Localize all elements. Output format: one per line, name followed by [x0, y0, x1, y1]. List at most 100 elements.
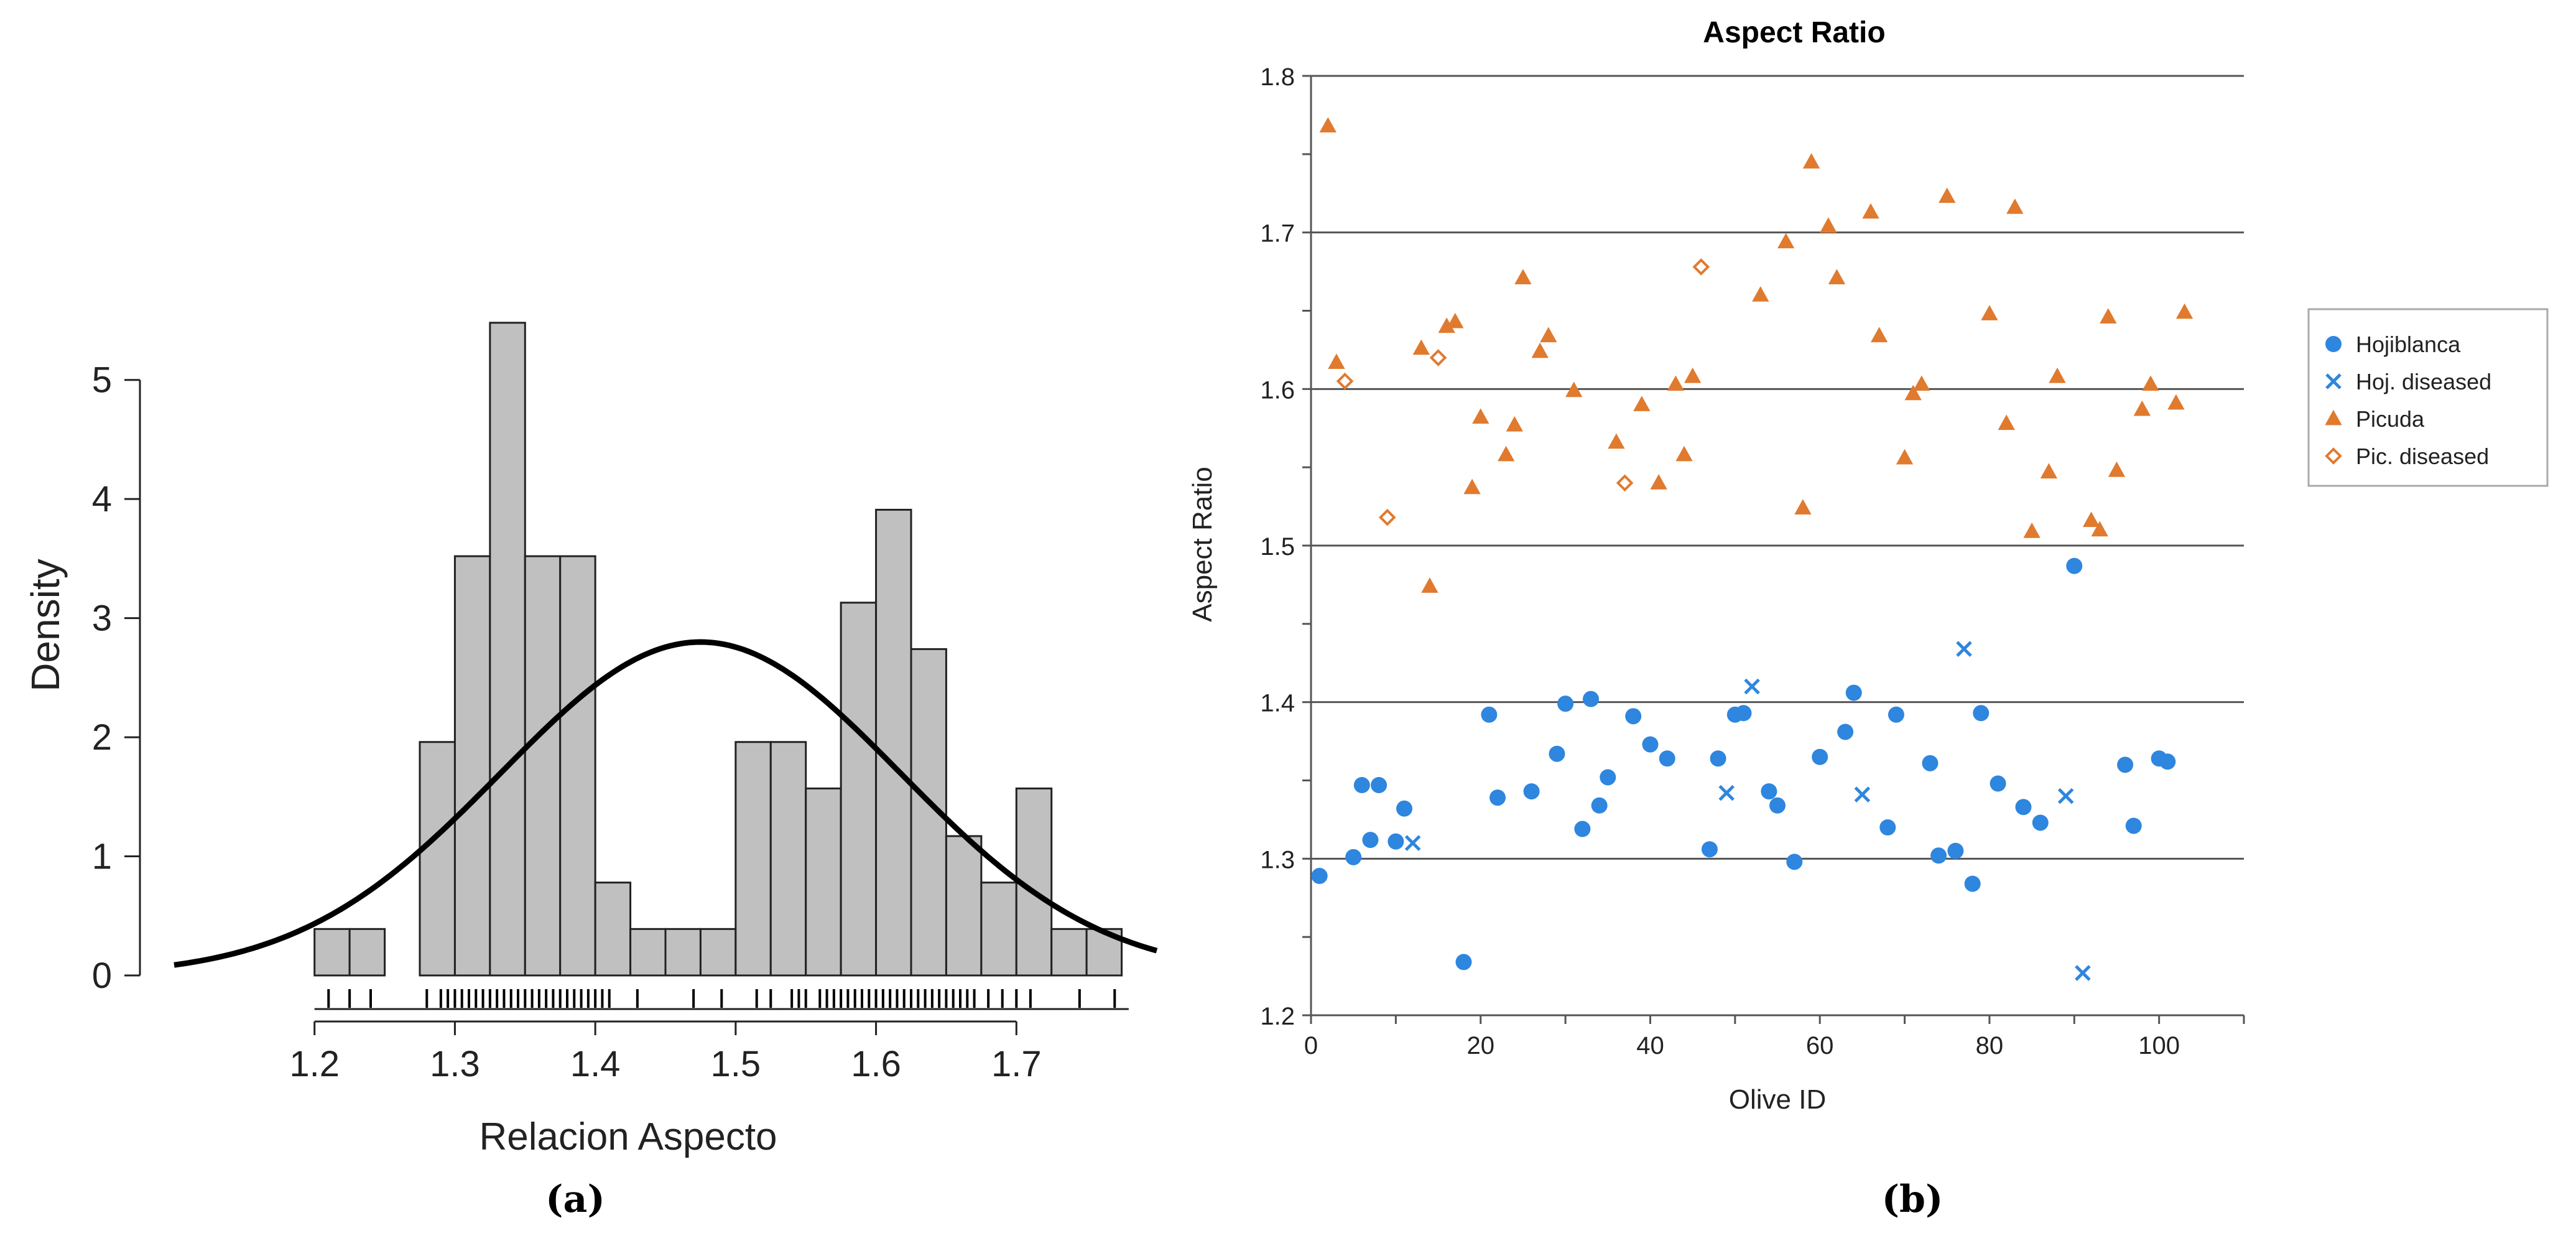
chart-title: Aspect Ratio — [1703, 16, 1885, 49]
histogram-bar — [875, 508, 912, 977]
data-point — [1744, 678, 1760, 695]
data-point — [1608, 433, 1625, 449]
data-point — [1642, 736, 1659, 753]
histogram-bar — [419, 741, 456, 977]
data-point — [1913, 375, 1930, 391]
data-point — [2142, 375, 2159, 391]
rug-marks — [327, 989, 1116, 1008]
y-tick-label: 1.2 — [1260, 1003, 1295, 1030]
data-point — [1328, 353, 1345, 369]
data-point — [1930, 847, 1947, 864]
series-hoj-diseased — [1404, 641, 2091, 981]
data-point — [1438, 317, 1455, 333]
data-point — [2075, 965, 2091, 981]
y-axis-ticks: 0 1 2 3 4 5 — [92, 360, 140, 996]
data-point — [1939, 187, 1956, 203]
data-point — [1684, 367, 1702, 383]
y-tick-label: 1.7 — [1260, 220, 1295, 248]
data-point — [1455, 954, 1472, 970]
data-point — [2117, 756, 2134, 773]
data-point — [2091, 521, 2108, 537]
data-point — [1752, 286, 1769, 302]
y-tick-label: 1.3 — [1260, 846, 1295, 873]
data-point — [1701, 841, 1718, 858]
data-point — [1667, 375, 1685, 391]
data-point — [2100, 308, 2117, 323]
data-point — [1345, 849, 1362, 865]
data-point — [1710, 750, 1726, 767]
x-axis-label: Relacion Aspecto — [479, 1115, 777, 1158]
data-point — [1990, 775, 2006, 792]
histogram-bar — [699, 928, 737, 977]
data-point — [1786, 854, 1803, 870]
data-point — [2023, 523, 2041, 538]
data-point — [2082, 511, 2100, 528]
panel-a-histogram: 0 1 2 3 4 5 1.2 1.3 1.4 1.5 1.6 1.7 Density Relaci… — [23, 322, 1158, 1221]
legend-label: Hojiblanca — [2356, 332, 2461, 357]
data-point — [2108, 461, 2126, 477]
y-tick-label: 4 — [92, 479, 112, 519]
data-point — [1540, 327, 1557, 343]
data-point — [1388, 833, 1404, 850]
x-axis-ticks: 0 20 40 60 80 100 — [1304, 1015, 2245, 1059]
histogram-bar — [453, 555, 491, 977]
data-point — [1650, 474, 1667, 490]
data-point — [2049, 367, 2066, 383]
data-point — [1583, 691, 1599, 707]
y-tick-label: 3 — [92, 598, 112, 639]
histogram-bar — [348, 928, 386, 977]
data-point — [1794, 499, 1812, 514]
x-tick-label: 100 — [2138, 1032, 2180, 1059]
legend-marker — [2325, 336, 2342, 352]
legend-item: Hojiblanca — [2325, 332, 2461, 357]
data-point — [2006, 198, 2024, 214]
data-point — [1625, 708, 1642, 725]
data-point — [1802, 153, 1820, 169]
data-point — [2040, 463, 2058, 479]
y-axis-ticks: 1.2 1.3 1.4 1.5 1.6 1.7 1.8 — [1260, 63, 1311, 1030]
histogram-bar — [805, 787, 842, 977]
legend: Hojiblanca Hoj. diseased Picuda Pic. diseas… — [2307, 308, 2549, 487]
data-point — [1777, 233, 1795, 249]
data-point — [2125, 817, 2142, 834]
x-tick-label: 1.7 — [991, 1044, 1042, 1084]
histogram-bar — [980, 882, 1017, 977]
x-tick-label: 60 — [1806, 1032, 1834, 1059]
y-tick-label: 0 — [92, 956, 112, 996]
legend-box — [2307, 308, 2549, 487]
data-point — [1472, 408, 1490, 424]
data-point — [1981, 305, 1998, 320]
legend-marker — [2325, 409, 2342, 426]
data-point — [1998, 414, 2015, 430]
x-tick-label: 0 — [1304, 1032, 1318, 1059]
x-tick-label: 1.6 — [851, 1044, 901, 1084]
data-point — [1854, 786, 1871, 803]
histogram-bars — [313, 322, 1123, 977]
data-point — [1565, 381, 1583, 398]
histogram-bar — [664, 928, 702, 977]
scatter-points — [1311, 117, 2194, 981]
data-point — [1870, 327, 1888, 343]
data-point — [2167, 394, 2185, 410]
data-point — [1523, 783, 1540, 800]
histogram-bar — [734, 741, 772, 977]
data-point — [2133, 400, 2151, 416]
data-point — [1506, 416, 1523, 432]
legend-marker — [2325, 447, 2342, 465]
x-tick-label: 1.2 — [289, 1044, 340, 1084]
series-hojiblanca — [1311, 557, 2176, 970]
y-tick-label: 2 — [92, 717, 112, 758]
normal-density-curve — [174, 639, 1158, 968]
data-point — [1888, 706, 1904, 723]
histogram-bar — [1050, 928, 1088, 977]
data-point — [1862, 203, 1879, 219]
data-point — [1600, 769, 1616, 786]
data-point — [1447, 312, 1464, 328]
data-point — [2057, 788, 2074, 804]
data-point — [1490, 789, 1506, 806]
data-point — [1879, 819, 1896, 835]
panel-label-a: (a) — [545, 1178, 605, 1221]
data-point — [1549, 745, 1565, 762]
legend-label: Pic. diseased — [2356, 444, 2489, 469]
data-point — [1378, 508, 1396, 526]
